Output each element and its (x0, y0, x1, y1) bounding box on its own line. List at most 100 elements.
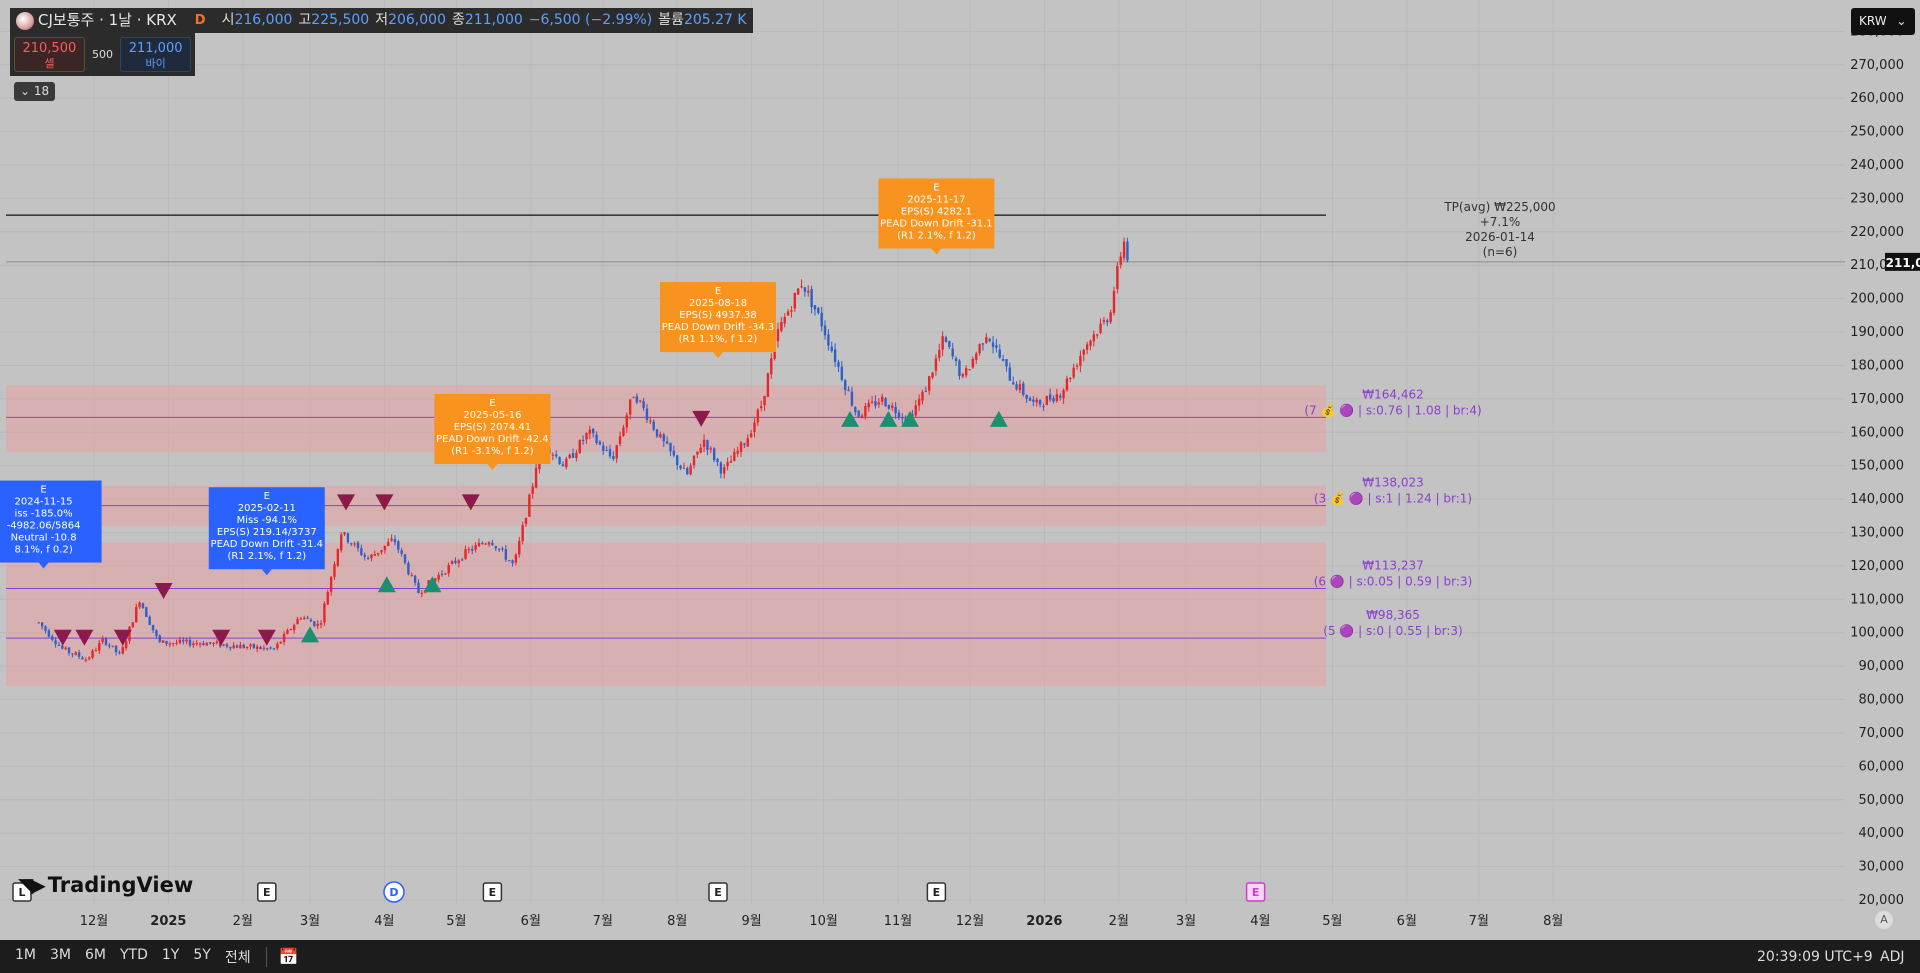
candle-body (854, 406, 857, 413)
buy-signal-icon (989, 410, 1008, 427)
candle-body (145, 607, 148, 617)
range-1M[interactable]: 1M (15, 946, 36, 963)
candle-body (649, 420, 652, 422)
event-badge-label: E (263, 886, 271, 899)
auto-scale-button[interactable]: A (1875, 911, 1893, 929)
candle-body (810, 289, 813, 308)
candle-body (682, 467, 686, 469)
earnings-callout[interactable] (660, 282, 776, 353)
candle-body (232, 645, 235, 649)
earnings-callout[interactable] (208, 487, 325, 570)
earnings-callout-line: iss -185.0% (15, 509, 73, 520)
candle-body (195, 643, 198, 645)
range-YTD[interactable]: YTD (120, 946, 148, 963)
candle-body (807, 291, 810, 293)
range-6M[interactable]: 6M (85, 946, 106, 963)
candle-body (155, 630, 158, 636)
candle-body (437, 574, 440, 580)
candle-body (1069, 377, 1072, 379)
candle-body (165, 640, 168, 644)
candle-body (303, 617, 306, 620)
candle-body (605, 450, 608, 452)
candle-body (1099, 323, 1102, 333)
candle-body (94, 650, 98, 652)
candle-body (585, 432, 588, 440)
candle-body (128, 626, 131, 641)
target-price-label: (n=6) (1483, 245, 1518, 259)
candle-body (877, 402, 880, 405)
candle-body (743, 443, 746, 446)
candle-body (57, 644, 61, 646)
candle-body (1072, 367, 1075, 378)
sell-signal-icon (692, 410, 711, 427)
callout-pointer (931, 248, 942, 255)
x-tick-label: 3월 (1176, 914, 1196, 929)
candle-body (729, 460, 733, 463)
sell-signal-icon (337, 494, 355, 511)
candle-body (618, 436, 622, 444)
candle-body (356, 542, 360, 549)
candle-body (837, 362, 840, 367)
earnings-badge[interactable] (12, 882, 32, 902)
candle-body (891, 405, 894, 408)
earnings-badge[interactable] (926, 882, 947, 902)
candle-body (360, 548, 363, 555)
buy-button[interactable]: 211,000 바이 (120, 37, 191, 72)
earnings-callout[interactable] (878, 178, 995, 249)
candle-body (460, 559, 464, 561)
zone-stats-label: (7 💰 🟣 | s:0.76 | 1.08 | br:4) (1304, 403, 1481, 417)
candle-body (978, 344, 981, 354)
bottom-toolbar: 1M 3M 6M YTD 1Y 5Y 전체 📅 20:39:09 UTC+9 ADJ (0, 940, 1920, 973)
earnings-badge[interactable] (708, 882, 728, 902)
currency-selector[interactable]: KRW ⌄ (1851, 8, 1915, 35)
candle-body (766, 373, 770, 397)
sell-button[interactable]: 210,500 셀 (14, 37, 85, 72)
y-tick-label: 110,000 (1850, 592, 1904, 607)
earnings-badge[interactable] (1245, 882, 1266, 902)
candle-body (350, 543, 353, 545)
symbol-title[interactable]: CJ보통주 · 1날 · KRX (38, 11, 177, 29)
candle-body (131, 622, 135, 628)
candle-body (353, 543, 356, 545)
candle-body (91, 650, 94, 658)
range-5Y[interactable]: 5Y (193, 946, 211, 963)
range-1Y[interactable]: 1Y (161, 946, 180, 963)
candle-body (508, 560, 511, 562)
candle-body (64, 647, 67, 650)
range-3M[interactable]: 3M (50, 946, 71, 963)
candle-body (484, 543, 487, 545)
candle-body (40, 622, 44, 627)
calendar-icon[interactable]: 📅 (278, 947, 299, 966)
earnings-badge[interactable] (482, 882, 503, 902)
clock[interactable]: 20:39:09 UTC+9 (1757, 948, 1873, 965)
candle-body (444, 573, 447, 575)
target-price-label: TP(avg) ₩225,000 (1443, 200, 1555, 214)
candle-body (272, 648, 276, 650)
candle-body (914, 405, 917, 416)
earnings-callout[interactable] (0, 480, 102, 563)
adjust-button[interactable]: ADJ (1880, 948, 1905, 965)
candle-body (948, 341, 951, 347)
candle-body (961, 374, 964, 377)
candle-body (864, 406, 867, 417)
earnings-badge[interactable] (257, 882, 277, 902)
range-전체[interactable]: 전체 (224, 949, 251, 966)
candle-body (239, 644, 242, 649)
candle-body (833, 349, 837, 362)
price-chart[interactable]: 20,000 30,000 40,000 50,000 60,000 70,000 80,0… (0, 0, 1920, 940)
x-tick-label: 10월 (809, 914, 838, 929)
candle-body (901, 417, 904, 419)
earnings-callout-line: EPS(S) 219.14/3737 (217, 527, 317, 538)
candle-body (944, 337, 948, 342)
earnings-callout[interactable] (434, 394, 551, 464)
candle-body (820, 312, 823, 327)
tradingview-logo[interactable]: ◥▶ TradingView (18, 873, 193, 897)
candle-body (1028, 397, 1032, 401)
candle-body (763, 396, 766, 406)
candle-body (333, 564, 336, 577)
candle-body (326, 592, 329, 605)
dividend-badge[interactable] (383, 881, 405, 903)
candle-body (376, 552, 380, 555)
candle-body (716, 458, 719, 463)
indicators-collapse-button[interactable]: ⌄ 18 (14, 82, 56, 101)
